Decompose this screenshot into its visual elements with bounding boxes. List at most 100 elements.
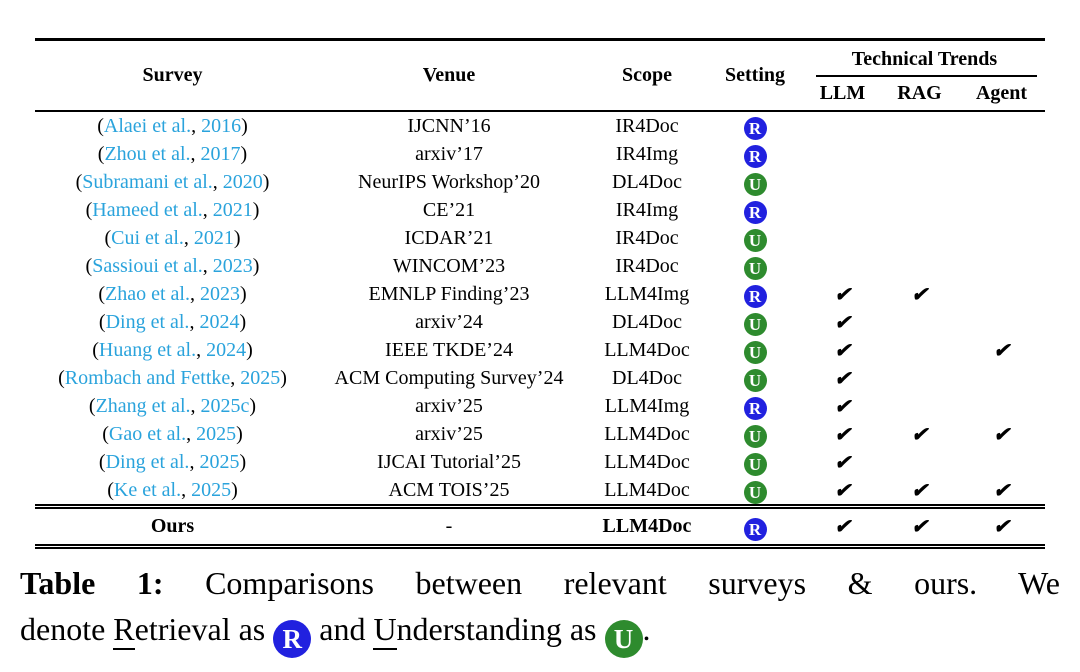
citation-author-link[interactable]: Ke et al. bbox=[113, 478, 182, 501]
setting-cell: R bbox=[706, 280, 804, 308]
citation-open-paren: ( bbox=[102, 422, 109, 445]
citation-year-link[interactable]: 2017 bbox=[200, 142, 241, 165]
agent-cell bbox=[958, 280, 1045, 308]
table-row: (Zhang et al., 2025c) arxiv’25 LLM4Img R ✔ bbox=[35, 392, 1045, 420]
table-header: Survey Venue Scope Setting Technical Tre… bbox=[35, 40, 1046, 111]
understanding-badge: U bbox=[743, 229, 767, 252]
citation-year-link[interactable]: 2021 bbox=[193, 226, 234, 249]
agent-cell bbox=[958, 392, 1045, 420]
citation-year-link[interactable]: 2024 bbox=[199, 310, 240, 333]
scope-cell: LLM4Doc bbox=[604, 338, 690, 361]
scope-cell: LLM4Doc bbox=[604, 422, 690, 445]
retrieval-badge: R bbox=[743, 201, 767, 224]
rag-cell bbox=[881, 336, 958, 364]
retrieval-badge: R bbox=[743, 397, 767, 420]
citation-close-paren: ) bbox=[236, 422, 243, 445]
rag-cell bbox=[881, 364, 958, 392]
table-row: (Zhou et al., 2017) arxiv’17 IR4Img R bbox=[35, 140, 1045, 168]
citation-author-link[interactable]: Zhang et al. bbox=[95, 394, 191, 417]
setting-cell: R bbox=[706, 507, 804, 547]
llm-cell: ✔ bbox=[804, 364, 881, 392]
caption-label: Table 1: bbox=[20, 565, 164, 601]
survey-cell: (Huang et al., 2024) bbox=[35, 336, 310, 364]
llm-cell bbox=[804, 140, 881, 168]
citation-close-paren: ) bbox=[262, 170, 270, 193]
citation-year-link[interactable]: 2025 bbox=[199, 450, 240, 473]
citation-open-paren: ( bbox=[104, 226, 112, 249]
col-header-llm: LLM bbox=[819, 82, 866, 104]
llm-cell bbox=[804, 168, 881, 196]
citation-author-link[interactable]: Cui et al. bbox=[111, 226, 184, 249]
checkmark-icon: ✔ bbox=[911, 479, 928, 502]
citation-author-link[interactable]: Alaei et al. bbox=[103, 114, 192, 137]
citation-author-link[interactable]: Subramani et al. bbox=[82, 170, 213, 193]
citation-open-paren: ( bbox=[98, 450, 106, 473]
survey-cell: (Hameed et al., 2021) bbox=[35, 196, 310, 224]
citation-close-paren: ) bbox=[252, 254, 260, 277]
venue-cell: arxiv’17 bbox=[415, 142, 483, 165]
col-header-setting: Setting bbox=[725, 64, 785, 86]
citation-year-link[interactable]: 2024 bbox=[206, 338, 247, 361]
citation-author-link[interactable]: Huang et al. bbox=[98, 338, 197, 361]
checkmark-icon: ✔ bbox=[834, 479, 851, 502]
llm-cell: ✔ bbox=[804, 392, 881, 420]
agent-cell bbox=[958, 168, 1045, 196]
scope-cell: LLM4Doc bbox=[604, 450, 690, 473]
citation-comma: , bbox=[181, 478, 192, 501]
setting-cell: U bbox=[706, 336, 804, 364]
citation-author-link[interactable]: Rombach and Fettke bbox=[64, 366, 231, 389]
col-header-scope: Scope bbox=[622, 64, 672, 86]
citation-comma: , bbox=[230, 366, 241, 389]
checkmark-icon: ✔ bbox=[911, 283, 928, 306]
llm-cell bbox=[804, 224, 881, 252]
citation-author-link[interactable]: Zhou et al. bbox=[104, 142, 191, 165]
understanding-badge: U bbox=[743, 453, 767, 476]
citation-year-link[interactable]: 2016 bbox=[201, 114, 242, 137]
citation-year-link[interactable]: 2020 bbox=[222, 170, 263, 193]
llm-cell bbox=[804, 196, 881, 224]
citation-year-link[interactable]: 2023 bbox=[212, 254, 253, 277]
citation-year-link[interactable]: 2025c bbox=[200, 394, 250, 417]
caption-and-word: and bbox=[319, 611, 366, 647]
scope-cell: LLM4Img bbox=[604, 394, 690, 417]
citation-year-link[interactable]: 2023 bbox=[199, 282, 240, 305]
citation-open-paren: ( bbox=[88, 394, 96, 417]
setting-cell: U bbox=[706, 420, 804, 448]
setting-cell: U bbox=[706, 448, 804, 476]
col-header-survey: Survey bbox=[142, 64, 203, 86]
citation-author-link[interactable]: Zhao et al. bbox=[105, 282, 190, 305]
caption-understanding-word: Understanding bbox=[373, 611, 562, 650]
citation-year-link[interactable]: 2025 bbox=[191, 478, 232, 501]
caption-text-1: Comparisons between relevant surveys & o… bbox=[205, 565, 1061, 601]
survey-cell: (Gao et al., 2025) bbox=[35, 420, 310, 448]
citation-author-link[interactable]: Sassioui et al. bbox=[92, 254, 203, 277]
citation-author-link[interactable]: Ding et al. bbox=[105, 310, 190, 333]
retrieval-badge: R bbox=[743, 285, 767, 308]
citation-author-link[interactable]: Gao et al. bbox=[108, 422, 187, 445]
table-row: (Ke et al., 2025) ACM TOIS’25 LLM4Doc U ✔ ✔ ✔ bbox=[35, 476, 1045, 507]
table-body: (Alaei et al., 2016) IJCNN’16 IR4Doc R (Zhou… bbox=[35, 111, 1045, 507]
citation-year-link[interactable]: 2021 bbox=[212, 198, 253, 221]
llm-cell: ✔ bbox=[804, 507, 881, 547]
rag-cell bbox=[881, 448, 958, 476]
venue-cell: IJCAI Tutorial’25 bbox=[377, 450, 521, 473]
citation-comma: , bbox=[183, 226, 194, 249]
rag-cell: ✔ bbox=[881, 420, 958, 448]
llm-cell: ✔ bbox=[804, 420, 881, 448]
col-header-venue: Venue bbox=[422, 64, 476, 86]
citation-close-paren: ) bbox=[246, 338, 253, 361]
citation-year-link[interactable]: 2025 bbox=[196, 422, 237, 445]
ours-row-body: Ours - LLM4Doc R ✔ ✔ ✔ bbox=[35, 506, 1046, 547]
checkmark-icon: ✔ bbox=[993, 479, 1010, 502]
rag-cell bbox=[881, 168, 958, 196]
citation-author-link[interactable]: Ding et al. bbox=[105, 450, 190, 473]
checkmark-icon: ✔ bbox=[993, 339, 1010, 362]
citation-author-link[interactable]: Hameed et al. bbox=[92, 198, 203, 221]
setting-cell: R bbox=[706, 111, 804, 140]
checkmark-icon: ✔ bbox=[834, 395, 851, 418]
table-row: (Zhao et al., 2023) EMNLP Finding’23 LLM4I… bbox=[35, 280, 1045, 308]
caption-as-word-2: as bbox=[569, 611, 597, 647]
llm-cell bbox=[804, 252, 881, 280]
citation-close-paren: ) bbox=[241, 114, 248, 137]
citation-year-link[interactable]: 2025 bbox=[240, 366, 281, 389]
